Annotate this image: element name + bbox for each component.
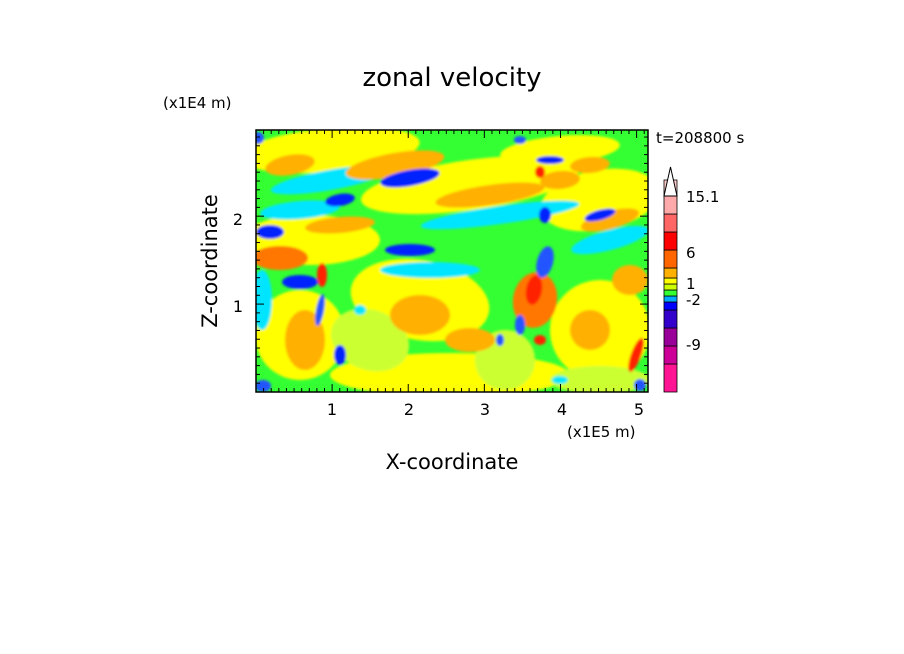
colorbar-label-neg2: -2 <box>686 291 701 309</box>
colorbar-extend-arrow <box>663 166 678 197</box>
contour-region <box>256 246 308 270</box>
x-axis-label: X-coordinate <box>386 450 519 474</box>
x-tick-label-5: 5 <box>634 400 644 419</box>
contour-region <box>570 156 610 174</box>
contour-region <box>385 244 435 256</box>
colorbar-swatch <box>663 283 678 291</box>
contour-region <box>536 156 564 164</box>
colorbar-swatch <box>663 301 678 311</box>
x-tick-label-3: 3 <box>480 400 490 419</box>
contour-region <box>334 345 346 365</box>
contour-region <box>380 262 480 278</box>
colorbar-swatch <box>663 277 678 285</box>
colorbar-swatch <box>663 345 678 365</box>
contour-region <box>515 315 525 335</box>
contour-region <box>435 182 545 208</box>
contour-region <box>380 168 440 188</box>
colorbar-label-15-1: 15.1 <box>686 188 719 206</box>
contour-region <box>331 308 409 372</box>
colorbar <box>663 166 678 393</box>
x-tick-label-2: 2 <box>404 400 414 419</box>
colorbar-swatch <box>663 327 678 347</box>
contour-region <box>420 200 580 230</box>
contour-region <box>325 193 355 207</box>
contour-region <box>552 376 568 384</box>
colorbar-label-neg9: -9 <box>686 336 701 354</box>
colorbar-swatch <box>663 295 678 303</box>
contour-region <box>354 305 366 315</box>
colorbar-swatch <box>663 363 678 393</box>
contour-region <box>256 132 264 144</box>
contour-region <box>496 334 504 346</box>
colorbar-swatch <box>663 267 678 279</box>
contour-region <box>535 166 545 178</box>
plot-frame <box>255 129 649 393</box>
colorbar-swatch <box>663 289 678 297</box>
contour-region <box>536 246 554 278</box>
y-axis-unit: (x1E4 m) <box>163 94 232 112</box>
colorbar-swatch <box>663 213 678 233</box>
contour-region <box>571 225 648 255</box>
colorbar-swatch <box>663 309 678 329</box>
contour-field <box>256 130 648 392</box>
colorbar-label-1: 1 <box>686 275 696 293</box>
contour-region <box>256 380 271 392</box>
contour-region <box>628 337 644 373</box>
x-tick-label-1: 1 <box>327 400 337 419</box>
contour-region <box>315 294 325 326</box>
y-tick-label-2: 2 <box>233 210 243 229</box>
contour-region <box>260 200 340 220</box>
contour-region <box>570 310 610 350</box>
contour-region <box>540 170 580 190</box>
contour-region <box>612 265 648 295</box>
colorbar-swatch <box>663 195 678 215</box>
contour-region <box>256 270 272 330</box>
contour-region <box>265 154 315 176</box>
chart-title: zonal velocity <box>362 63 541 93</box>
contour-region <box>317 263 327 287</box>
x-tick-label-4: 4 <box>557 400 567 419</box>
contour-region <box>580 208 640 232</box>
contour-region <box>256 225 284 239</box>
y-tick-label-1: 1 <box>233 297 243 316</box>
contour-region <box>305 216 375 234</box>
contour-region <box>525 275 543 305</box>
colorbar-swatch <box>663 249 678 269</box>
contour-region <box>285 310 325 370</box>
contour-region <box>345 150 445 180</box>
axis-ticks <box>256 130 648 392</box>
contour-region <box>445 328 495 352</box>
time-label: t=208800 s <box>656 129 744 147</box>
contour-region <box>584 208 616 222</box>
contour-region <box>390 295 450 335</box>
x-axis-unit: (x1E5 m) <box>567 423 636 441</box>
contour-region <box>282 275 318 289</box>
contour-region <box>539 207 551 223</box>
contour-region <box>534 335 546 345</box>
colorbar-label-6: 6 <box>686 244 696 262</box>
contour-region <box>550 366 648 392</box>
y-axis-label: Z-coordinate <box>198 194 222 328</box>
colorbar-swatch <box>663 231 678 251</box>
contour-region <box>514 136 526 144</box>
